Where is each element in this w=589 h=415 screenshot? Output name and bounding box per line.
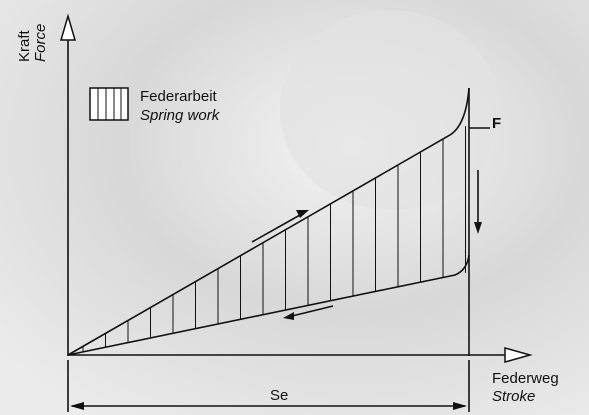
arrow-head — [283, 312, 294, 320]
force-label: F — [492, 115, 501, 132]
legend-swatch — [89, 87, 129, 121]
dimension-arrow — [453, 402, 467, 410]
legend-label-en: Spring work — [140, 107, 221, 124]
arrow-up — [251, 214, 301, 243]
x-arrow — [504, 347, 533, 363]
hatching — [82, 126, 466, 352]
background-shape — [280, 10, 500, 210]
arrow-back — [291, 305, 334, 317]
x-label-en: Stroke — [492, 388, 535, 405]
stroke-label: Se — [270, 387, 288, 404]
y-arrow — [60, 13, 76, 41]
arrow-head — [474, 222, 482, 234]
x-label: Federweg — [492, 370, 559, 387]
legend-hatch — [97, 88, 122, 120]
y-label-en: Force — [32, 24, 49, 62]
legend-label: Federarbeit — [140, 88, 218, 105]
dimension-arrow — [70, 402, 84, 410]
y-label: Kraft — [16, 29, 33, 62]
arrow-head — [296, 210, 309, 218]
